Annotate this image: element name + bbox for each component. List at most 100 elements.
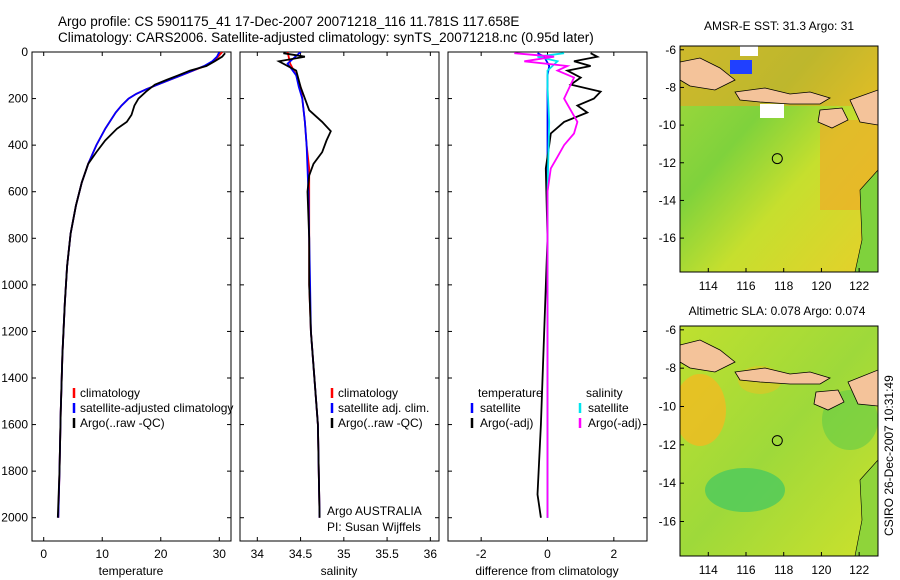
difference-panel: -2 0 2 temperaturesatelliteArgo(-adj)salin… bbox=[447, 51, 648, 578]
map-y-tick-label: -14 bbox=[659, 193, 677, 207]
y-tick-label: 1600 bbox=[1, 418, 28, 432]
island-chain-sst bbox=[734, 87, 831, 105]
temperature-axes-frame bbox=[31, 51, 232, 542]
y-tick-label: 1400 bbox=[1, 371, 28, 385]
y-tick-label: 0 bbox=[21, 45, 28, 59]
x-tick-label: 20 bbox=[154, 547, 168, 561]
legend-label: Argo(-adj) bbox=[588, 416, 641, 430]
map-x-tick-label: 120 bbox=[811, 279, 831, 293]
series-line-satellite-adj-clim- bbox=[286, 52, 321, 518]
map-y-tick-label: -6 bbox=[665, 323, 676, 337]
map-y-tick-label: -12 bbox=[659, 156, 677, 170]
x-tick-label: 2 bbox=[610, 547, 617, 561]
sst-missing-patch-2 bbox=[760, 104, 784, 118]
y-tick-label: 1200 bbox=[1, 324, 28, 338]
map-y-tick-label: -12 bbox=[659, 438, 677, 452]
map-y-tick-label: -8 bbox=[665, 361, 676, 375]
series-line-satellite-adjusted-climatology bbox=[57, 52, 221, 518]
island-sumba-sla bbox=[813, 389, 845, 411]
legend-label: satellite bbox=[588, 401, 629, 415]
x-tick-label: 30 bbox=[213, 547, 227, 561]
legend-column-title: salinity bbox=[586, 386, 623, 400]
y-tick-label: 800 bbox=[8, 231, 28, 245]
map-y-tick-label: -14 bbox=[659, 476, 677, 490]
island-chain-sla bbox=[734, 367, 831, 385]
map-x-tick-label: 114 bbox=[699, 563, 718, 577]
series-line-climatology bbox=[57, 52, 223, 518]
map-y-tick-label: -8 bbox=[665, 80, 676, 94]
salinity-annotation-line-2: PI: Susan Wijffels bbox=[327, 520, 421, 534]
island-timor-sst bbox=[849, 89, 878, 126]
x-tick-label: 36 bbox=[424, 547, 438, 561]
map-y-tick-label: -10 bbox=[659, 118, 677, 132]
map-x-tick-label: 118 bbox=[774, 563, 793, 577]
y-tick-label: 200 bbox=[8, 92, 28, 106]
map-x-tick-label: 118 bbox=[774, 279, 793, 293]
y-tick-label: 2000 bbox=[1, 511, 28, 525]
sla-high-anomaly-west bbox=[680, 374, 726, 446]
y-tick-label: 1000 bbox=[1, 278, 28, 292]
coast-australia-sla bbox=[854, 459, 878, 556]
side-label: CSIRO 26-Dec-2007 10:31:49 bbox=[882, 375, 896, 536]
y-tick-label: 400 bbox=[8, 138, 28, 152]
y-tick-label: 1800 bbox=[1, 464, 28, 478]
sst-cloud-patch bbox=[730, 60, 752, 74]
salinity-xlabel: salinity bbox=[321, 564, 358, 578]
x-tick-label: 0 bbox=[544, 547, 551, 561]
map-x-tick-label: 122 bbox=[849, 563, 869, 577]
header-line-2: Climatology: CARS2006. Satellite-adjuste… bbox=[58, 30, 594, 45]
island-sumba-sst bbox=[817, 107, 849, 129]
series-line-argo-raw-qc- bbox=[56, 52, 226, 518]
header-line-1: Argo profile: CS 5901175_41 17-Dec-2007 … bbox=[58, 14, 519, 29]
x-tick-label: 34 bbox=[251, 547, 265, 561]
map-y-tick-label: -16 bbox=[659, 231, 677, 245]
x-tick-label: 34.5 bbox=[289, 547, 313, 561]
island-java-sst bbox=[680, 57, 736, 91]
sla-map: Altimetric SLA: 0.078 Argo: 0.074 114 116… bbox=[659, 304, 879, 577]
salinity-axes-frame bbox=[239, 51, 440, 542]
y-tick-label: 600 bbox=[8, 185, 28, 199]
map-y-tick-label: -6 bbox=[665, 43, 676, 57]
series-line-temperature-argo-adj- bbox=[536, 52, 603, 518]
legend-label: Argo(..raw -QC) bbox=[338, 416, 423, 430]
sst-map: AMSR-E SST: 31.3 Argo: 31 114 116 118 120 12… bbox=[659, 19, 879, 293]
map-x-tick-label: 114 bbox=[699, 279, 718, 293]
x-tick-label: 35 bbox=[337, 547, 351, 561]
map-x-tick-label: 116 bbox=[736, 279, 755, 293]
sst-map-frame bbox=[679, 45, 879, 273]
temperature-panel: 0 10 20 30 0 200 400 600 800 1000 1200 1400 1600 1800… bbox=[1, 45, 233, 578]
sla-map-frame bbox=[679, 325, 879, 557]
series-line-climatology bbox=[286, 52, 321, 518]
legend-label: satellite bbox=[480, 401, 521, 415]
map-x-tick-label: 116 bbox=[736, 563, 755, 577]
map-y-tick-label: -10 bbox=[659, 400, 677, 414]
legend-column-title: temperature bbox=[478, 386, 543, 400]
sst-map-title: AMSR-E SST: 31.3 Argo: 31 bbox=[704, 19, 854, 33]
sst-missing-patch bbox=[740, 46, 758, 56]
map-y-tick-label: -16 bbox=[659, 515, 677, 529]
island-timor-sla bbox=[847, 369, 878, 407]
series-line-salinity-satellite bbox=[537, 52, 565, 518]
difference-xlabel: difference from climatology bbox=[475, 564, 618, 578]
argo-position-marker bbox=[771, 435, 783, 447]
x-tick-label: 10 bbox=[96, 547, 110, 561]
legend-label: climatology bbox=[80, 386, 140, 400]
map-x-tick-label: 120 bbox=[811, 563, 831, 577]
legend-label: satellite adj. clim. bbox=[338, 401, 429, 415]
legend-label: Argo(-adj) bbox=[480, 416, 533, 430]
x-tick-label: -2 bbox=[476, 547, 487, 561]
island-java-sla bbox=[680, 339, 736, 373]
sla-map-title: Altimetric SLA: 0.078 Argo: 0.074 bbox=[689, 304, 866, 318]
argo-position-marker bbox=[771, 153, 783, 165]
coast-australia-sst bbox=[854, 169, 878, 272]
salinity-annotation-line-1: Argo AUSTRALIA bbox=[327, 504, 422, 518]
legend-label: Argo(..raw -QC) bbox=[80, 416, 165, 430]
legend-label: satellite-adjusted climatology bbox=[80, 401, 233, 415]
legend-label: climatology bbox=[338, 386, 398, 400]
series-line-argo-raw-qc- bbox=[276, 52, 332, 518]
sla-low-anomaly-south bbox=[705, 468, 785, 512]
map-x-tick-label: 122 bbox=[849, 279, 869, 293]
series-line-salinity-argo-adj- bbox=[514, 52, 579, 518]
